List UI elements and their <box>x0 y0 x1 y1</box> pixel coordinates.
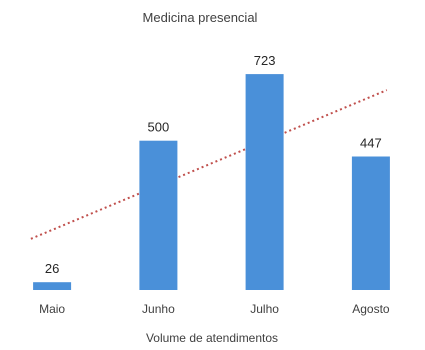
data-labels-group: 26 500 723 447 <box>45 53 382 276</box>
x-axis-title: Volume de atendimentos <box>146 331 278 345</box>
chart-title: Medicina presencial <box>143 10 258 25</box>
bar-junho <box>139 140 178 290</box>
data-label-julho: 723 <box>254 53 276 68</box>
x-tick-label-agosto: Agosto <box>352 302 390 316</box>
bar-julho <box>245 74 284 290</box>
bar-agosto <box>351 156 390 290</box>
x-tick-labels-group: Maio Junho Julho Agosto <box>39 302 390 316</box>
data-label-maio: 26 <box>45 261 59 276</box>
trendline <box>30 89 388 240</box>
x-tick-label-maio: Maio <box>39 302 65 316</box>
x-tick-label-junho: Junho <box>142 302 175 316</box>
x-tick-label-julho: Julho <box>250 302 279 316</box>
bar-maio <box>33 282 72 290</box>
data-label-agosto: 447 <box>360 136 382 151</box>
bars-group <box>33 74 390 290</box>
data-label-junho: 500 <box>148 120 170 135</box>
